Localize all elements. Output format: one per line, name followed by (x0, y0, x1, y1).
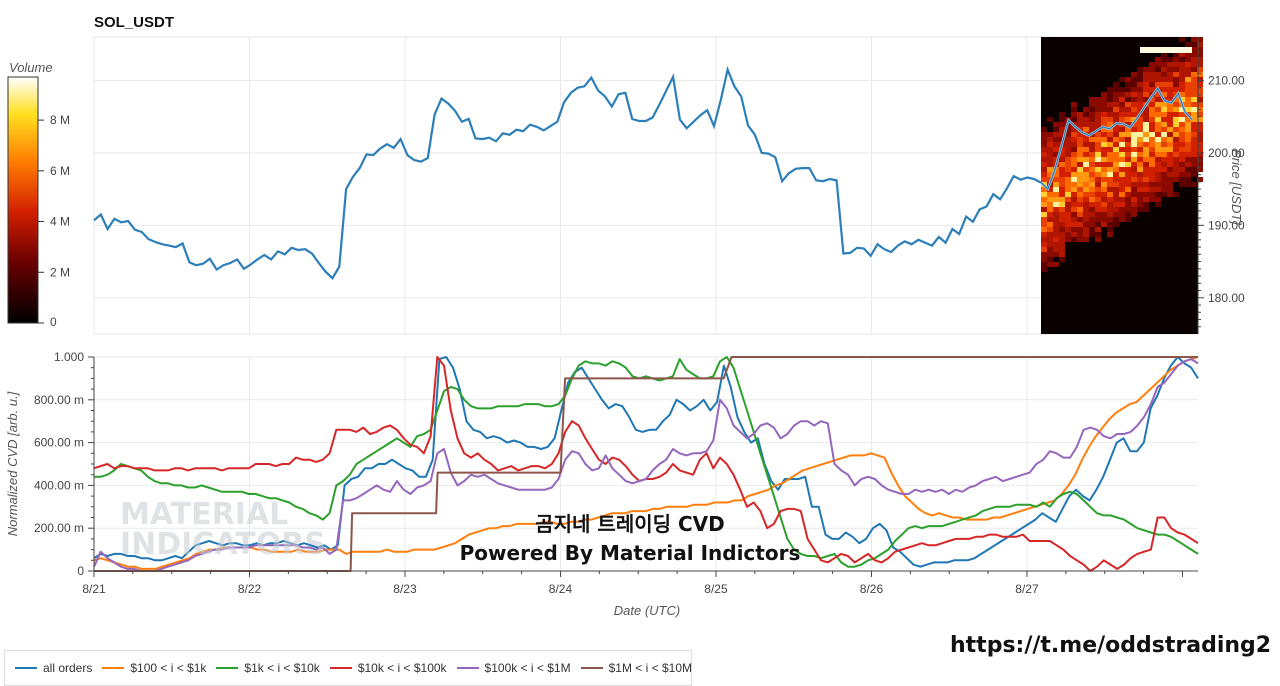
cvd-y-tick-label: 600.00 m (34, 436, 84, 450)
x-axis-label: Date (UTC) (614, 603, 680, 618)
overlay-title: 곰지네 트레이딩 CVD (535, 512, 725, 536)
legend-swatch (329, 667, 352, 669)
price-series-line-core (1040, 87, 1193, 191)
cvd-axis-label: Normalized CVD [arb. u.] (5, 391, 20, 536)
cvd-series-line-5 (94, 356, 1198, 572)
price-y-tick-label: 200.00 (1208, 146, 1245, 160)
price-line (93, 65, 1193, 280)
colorbar-ticks: 0 2 M 4 M 6 M 8 M (38, 113, 70, 329)
cvd-series-line-0 (93, 356, 1199, 568)
chart-title: SOL_USDT (94, 14, 174, 31)
watermark-logo: MATERIAL INDICATORS (120, 500, 326, 560)
price-y-ticks: 180.00 190.00 200.00 210.00 (1197, 37, 1245, 334)
legend-label: $100k < i < $1M (484, 661, 571, 675)
colorbar-tick-label: 0 (50, 315, 57, 329)
colorbar-tick-label: 6 M (50, 164, 70, 178)
price-series-line (93, 65, 1042, 280)
legend-item[interactable]: $100k < i < $1M (456, 661, 571, 675)
cvd-y-tick-label: 0 (77, 564, 84, 578)
cvd-series-line-2 (94, 356, 1199, 568)
x-tick-label: 8/23 (393, 582, 417, 596)
volume-colorbar (7, 76, 39, 324)
x-tick-label: 8/22 (238, 582, 262, 596)
legend-item[interactable]: $1k < i < $10k (216, 661, 320, 675)
legend-swatch (15, 667, 37, 669)
x-tick-label: 8/25 (704, 582, 728, 596)
cvd-lines (93, 356, 1199, 572)
legend-label: $1M < i < $10M (608, 661, 692, 675)
price-y-tick-label: 180.00 (1208, 291, 1245, 305)
cvd-y-tick-label: 200.00 m (34, 521, 84, 535)
colorbar-tick-label: 4 M (50, 215, 70, 229)
legend-swatch (102, 667, 125, 669)
watermark-line-2: INDICATORS (120, 527, 326, 562)
legend-item[interactable]: $1M < i < $10M (580, 661, 692, 675)
volume-colorbar-label: Volume (9, 60, 53, 75)
legend-label: $10k < i < $100k (357, 661, 447, 675)
overlay-subtitle: Powered By Material Indictors (459, 541, 801, 565)
cvd-grid (93, 356, 1198, 572)
x-tick-label: 8/26 (860, 582, 884, 596)
cvd-y-tick-label: 800.00 m (34, 393, 84, 407)
legend: all orders $100 < i < $1k $1k < i < $10k $1… (4, 650, 692, 686)
legend-swatch (216, 667, 239, 669)
price-grid (93, 36, 1199, 335)
legend-item[interactable]: all orders (15, 661, 92, 675)
x-tick-label: 8/21 (82, 582, 106, 596)
watermark-line-1: MATERIAL (120, 497, 289, 532)
price-y-tick-label: 210.00 (1208, 73, 1245, 87)
price-y-tick-label: 190.00 (1208, 218, 1245, 232)
cvd-series-line-1 (93, 356, 1199, 570)
legend-label: $100 < i < $1k (130, 661, 207, 675)
cvd-y-tick-label: 400.00 m (34, 478, 84, 492)
colorbar-tick-label: 2 M (50, 265, 70, 279)
x-tick-label: 8/24 (549, 582, 573, 596)
legend-swatch (580, 667, 603, 669)
legend-label: $1k < i < $10k (244, 661, 320, 675)
price-axis-label: Price [USDT] (1229, 149, 1244, 225)
telegram-link[interactable]: https://t.me/oddstrading2 (950, 633, 1272, 658)
x-tick-label: 8/27 (1015, 582, 1039, 596)
legend-label: all orders (43, 661, 93, 675)
legend-item[interactable]: $100 < i < $1k (102, 661, 206, 675)
cvd-y-tick-label: 1.000 (54, 350, 84, 364)
colorbar-tick-label: 8 M (50, 113, 70, 127)
legend-swatch (456, 667, 479, 669)
cvd-axes: 0 200.00 m 400.00 m 600.00 m 800.00 m 1.000 8/… (34, 350, 1198, 596)
volume-heatmap (1041, 37, 1203, 334)
cvd-series-line-4 (93, 358, 1199, 572)
legend-item[interactable]: $10k < i < $100k (329, 661, 447, 675)
